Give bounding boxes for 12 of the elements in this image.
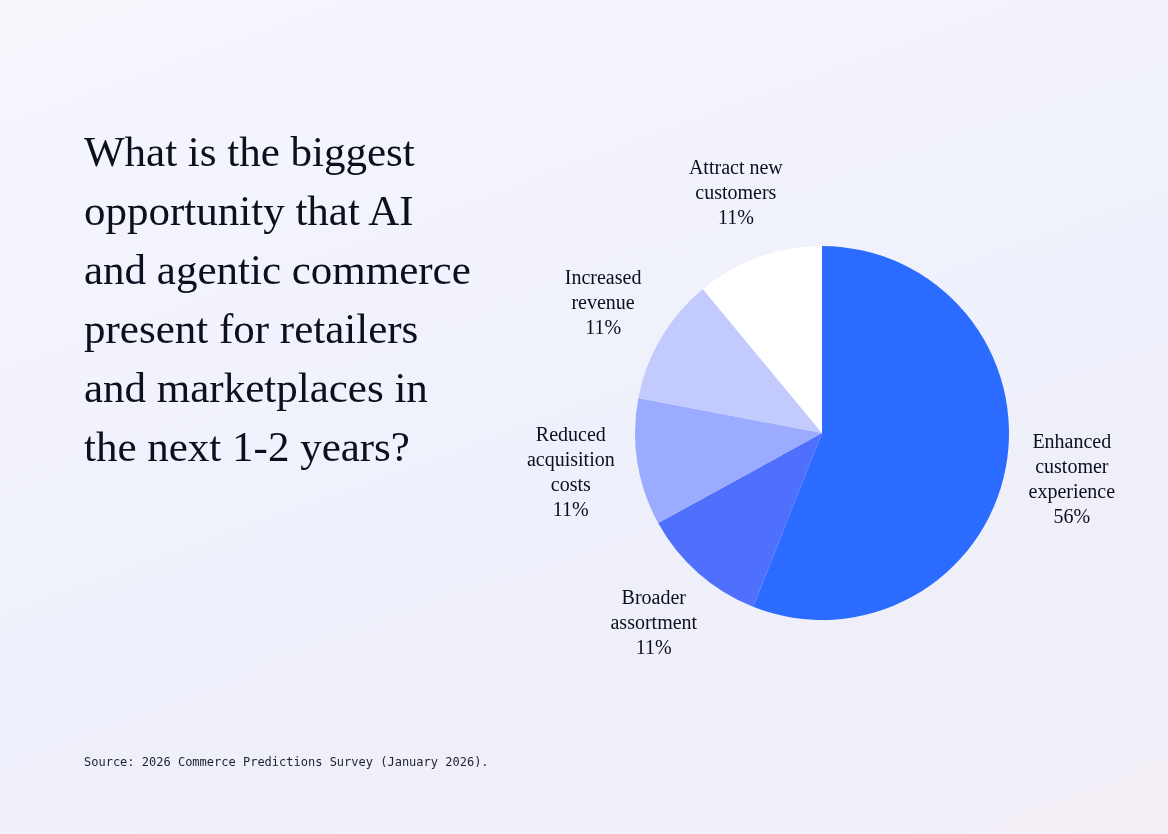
data-label: 11%	[552, 497, 589, 520]
text: What is the biggest opportunity that AI and agentic commerce present for retailers and marketplaces in the next 1-2 years?	[84, 127, 472, 472]
data-label: 11%	[635, 636, 672, 659]
data-label: 11%	[717, 205, 754, 228]
slice-label: Reduced acquisition costs	[526, 422, 615, 495]
slice-label: Broader assortment	[610, 586, 698, 634]
slice-label: Increased revenue	[564, 265, 642, 313]
slice-label: Enhanced customer experience	[1028, 430, 1116, 504]
data-label: 11%	[585, 315, 622, 338]
slice-label: Attract new customers	[688, 155, 784, 203]
source-note: Source: 2026 Commerce Predictions Survey (January 2026).	[84, 754, 490, 771]
data-label: 56%	[1053, 505, 1091, 528]
